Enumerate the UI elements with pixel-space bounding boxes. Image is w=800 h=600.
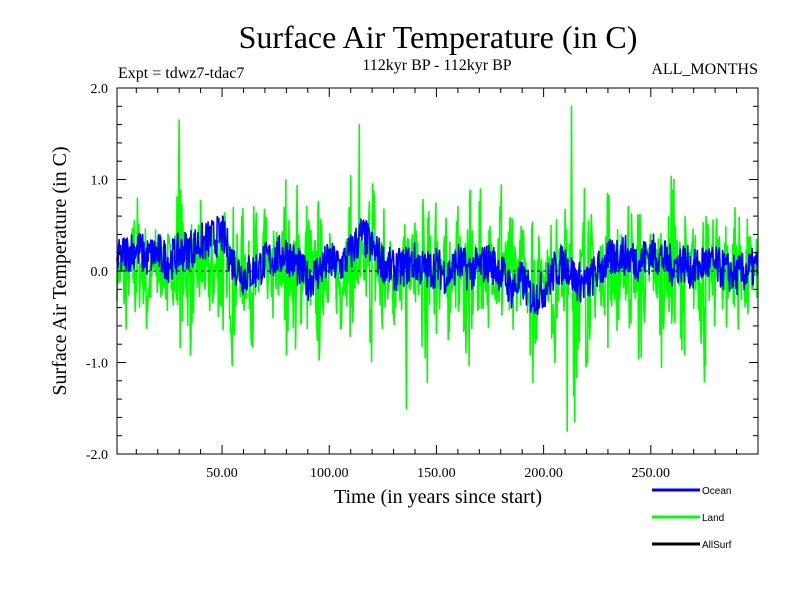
x-axis-label: Time (in years since start) — [334, 486, 542, 508]
series-ocean-line — [116, 215, 759, 316]
legend-label-ocean: Ocean — [702, 486, 731, 497]
legend: Ocean Land AllSurf — [652, 486, 732, 551]
x-tick-label: 50.00 — [206, 466, 238, 481]
x-axis: 50.00 100.00 150.00 200.00 250.00 — [135, 88, 738, 481]
x-tick-label: 200.00 — [524, 466, 563, 481]
chart-title: Surface Air Temperature (in C) — [239, 19, 638, 55]
legend-label-allsurf: AllSurf — [702, 540, 732, 551]
y-tick-label: 1.0 — [91, 174, 109, 189]
expt-label: Expt = tdwz7-tdac7 — [118, 65, 244, 82]
y-axis-label: Surface Air Temperature (in C) — [49, 146, 71, 395]
y-axis: -2.0 -1.0 0.0 1.0 2.0 — [86, 82, 758, 463]
x-tick-label: 250.00 — [632, 466, 671, 481]
months-label: ALL_MONTHS — [651, 61, 758, 78]
chart-subtitle: 112kyr BP - 112kyr BP — [362, 57, 511, 74]
x-tick-label: 150.00 — [417, 466, 456, 481]
y-tick-label: -1.0 — [86, 357, 108, 372]
x-tick-label: 100.00 — [310, 466, 349, 481]
plot-area — [116, 105, 759, 432]
legend-label-land: Land — [702, 513, 724, 524]
y-tick-label: -2.0 — [86, 448, 108, 463]
y-tick-label: 0.0 — [91, 265, 109, 280]
y-tick-label: 2.0 — [91, 82, 109, 97]
